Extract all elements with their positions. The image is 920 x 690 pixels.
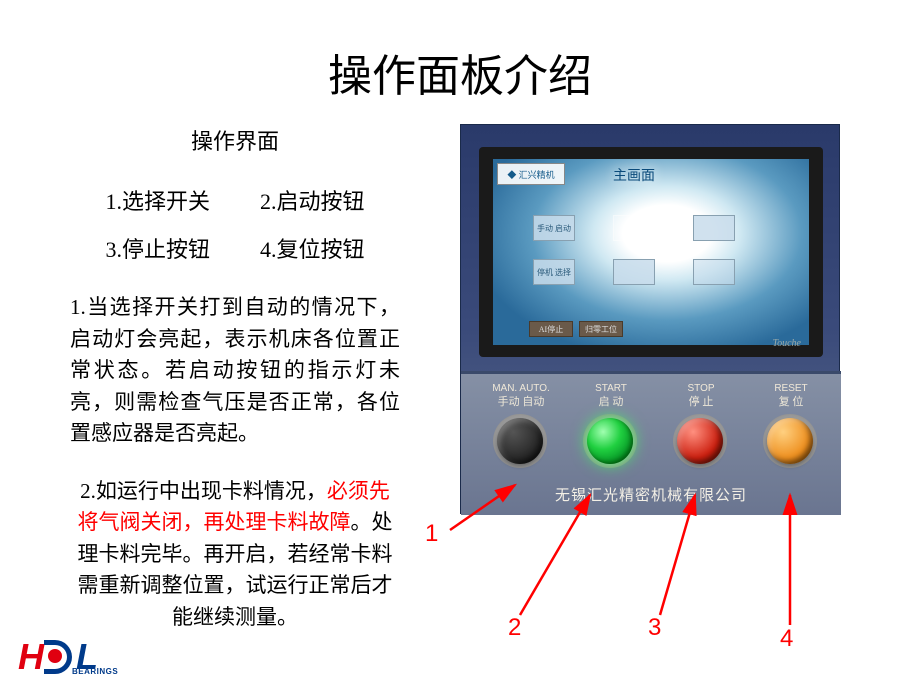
screen-brand: ◆ 汇兴精机 [497, 163, 565, 185]
selector-switch [497, 418, 543, 464]
item-list: 1.选择开关 2.启动按钮 3.停止按钮 4.复位按钮 [70, 184, 400, 264]
monitor-frame: ◆ 汇兴精机 主画面 手动 启动 停机 选择 AI停止 归零工位 Touche [460, 124, 840, 514]
touch-brand: Touche [772, 338, 801, 349]
annotation-2: 2 [508, 614, 521, 642]
screen-btn-1: 手动 启动 [533, 215, 575, 241]
logo-d-icon [44, 639, 74, 675]
item-1: 1.选择开关 [105, 184, 210, 216]
annotation-3: 3 [648, 614, 661, 642]
stop-button [677, 418, 723, 464]
label-start: START启 动 [571, 382, 651, 409]
touchscreen: ◆ 汇兴精机 主画面 手动 启动 停机 选择 AI停止 归零工位 [493, 159, 809, 345]
subtitle: 操作界面 [70, 124, 400, 156]
label-stop: STOP停 止 [661, 382, 741, 409]
item-3: 3.停止按钮 [105, 232, 210, 264]
photo-column: ◆ 汇兴精机 主画面 手动 启动 停机 选择 AI停止 归零工位 Touche [440, 124, 860, 633]
logo-subtext: BEARINGS [72, 667, 118, 676]
item-4: 4.复位按钮 [260, 232, 365, 264]
logo: H L BEARINGS [18, 636, 98, 678]
button-panel: MAN. AUTO.手动 自动 START启 动 STOP停 止 RESET复 … [461, 371, 841, 515]
control-panel-photo: ◆ 汇兴精机 主画面 手动 启动 停机 选择 AI停止 归零工位 Touche [460, 124, 840, 514]
screen-bezel: ◆ 汇兴精机 主画面 手动 启动 停机 选择 AI停止 归零工位 Touche [479, 147, 823, 357]
screen-btn-2 [613, 215, 655, 241]
text-column: 操作界面 1.选择开关 2.启动按钮 3.停止按钮 4.复位按钮 1.当选择开关… [30, 124, 440, 633]
company-name: 无锡汇光精密机械有限公司 [461, 484, 841, 505]
paragraph-1: 1.当选择开关打到自动的情况下，启动灯会亮起，表示机床各位置正常状态。若启动按钮… [70, 292, 400, 450]
page-title: 操作面板介绍 [0, 0, 920, 124]
content: 操作界面 1.选择开关 2.启动按钮 3.停止按钮 4.复位按钮 1.当选择开关… [0, 124, 920, 633]
reset-button [767, 418, 813, 464]
start-button [587, 418, 633, 464]
label-reset: RESET复 位 [751, 382, 831, 409]
screen-btn-6 [693, 259, 735, 285]
paragraph-2: 2.如运行中出现卡料情况，必须先将气阀关闭，再处理卡料故障。处理卡料完毕。再开启… [70, 476, 400, 634]
annotation-4: 4 [780, 625, 793, 653]
screen-bottom-2: 归零工位 [579, 321, 623, 337]
p2-a: 2.如运行中出现卡料情况， [80, 479, 327, 503]
logo-h: H [18, 636, 44, 678]
screen-bottom-1: AI停止 [529, 321, 573, 337]
screen-btn-3 [693, 215, 735, 241]
screen-btn-5 [613, 259, 655, 285]
annotation-1: 1 [425, 520, 438, 548]
screen-title: 主画面 [613, 165, 655, 185]
screen-btn-4: 停机 选择 [533, 259, 575, 285]
item-2: 2.启动按钮 [260, 184, 365, 216]
label-man-auto: MAN. AUTO.手动 自动 [481, 382, 561, 409]
